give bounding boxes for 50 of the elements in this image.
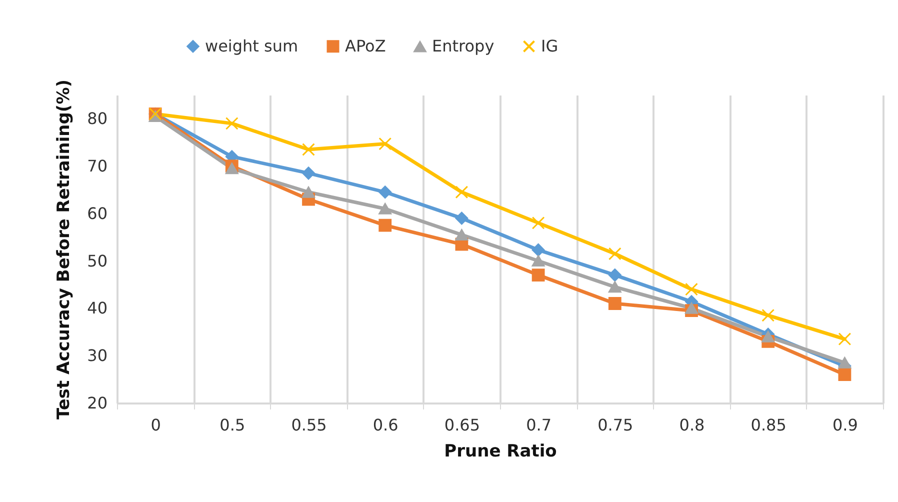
point	[455, 186, 468, 199]
point	[455, 212, 468, 225]
legend-label: IG	[541, 36, 558, 56]
point	[532, 243, 545, 256]
x-tick-label: 0.65	[444, 416, 480, 434]
point	[608, 268, 622, 282]
point	[608, 247, 622, 260]
x-tick-label: 0	[150, 416, 161, 434]
y-tick-label: 40	[87, 298, 108, 318]
y-tick-label: 70	[87, 156, 108, 176]
point	[532, 268, 545, 282]
point	[378, 203, 392, 214]
y-tick-label: 30	[87, 346, 108, 366]
x-tick-label: 0.7	[526, 416, 552, 434]
point	[838, 357, 852, 368]
point	[532, 216, 545, 230]
point	[838, 368, 852, 382]
x-tick-label: 0.75	[598, 416, 634, 434]
point	[302, 186, 315, 198]
point	[532, 255, 545, 267]
y-tick-label: 20	[87, 394, 108, 412]
point	[378, 218, 392, 232]
y-axis-title: Test Accuracy Before Retraining(%)	[54, 80, 74, 420]
y-tick-label: 50	[87, 251, 108, 270]
x-tick-label: 0.5	[220, 416, 246, 434]
point	[225, 162, 238, 174]
y-tick-label: 60	[87, 204, 108, 223]
x-tick-label: 0.8	[679, 416, 705, 434]
point	[838, 332, 852, 346]
point	[225, 116, 238, 130]
x-tick-label: 0.85	[750, 416, 786, 434]
x-tick-label: 0.55	[291, 416, 327, 434]
y-tick-label: 80	[87, 109, 108, 128]
point	[302, 143, 315, 156]
legend-label: weight sum	[205, 36, 298, 56]
point	[608, 297, 622, 310]
point	[302, 166, 315, 180]
point	[608, 281, 622, 293]
x-tick-label: 0.9	[832, 416, 858, 434]
point	[762, 308, 775, 322]
point	[685, 302, 698, 314]
legend-label: Entropy	[432, 36, 494, 56]
x-tick-label: 0.6	[372, 416, 398, 434]
point	[455, 229, 468, 240]
point	[762, 330, 775, 342]
x-axis-title: Prune Ratio	[444, 442, 557, 462]
point	[378, 137, 392, 150]
point	[378, 186, 392, 199]
legend-label: APoZ	[345, 36, 386, 56]
point	[685, 282, 698, 296]
